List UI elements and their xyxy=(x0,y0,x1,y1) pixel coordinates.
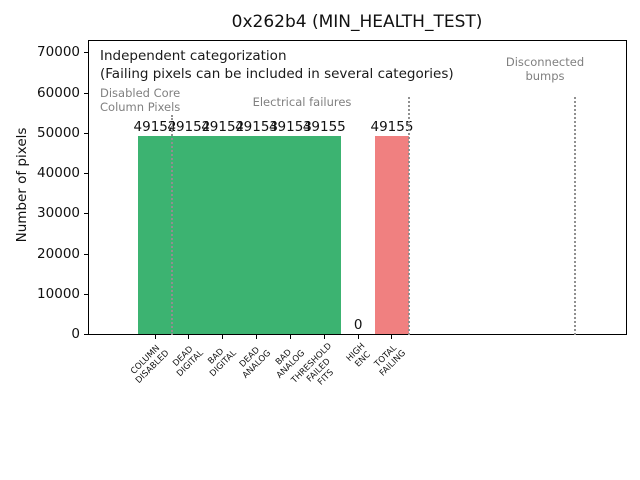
group-separator-dotted-line xyxy=(573,97,576,335)
bar-value-label: 49152 xyxy=(133,118,177,135)
plot-area xyxy=(88,40,627,335)
bar-value-label: 49153 xyxy=(235,118,279,135)
x-tick-mark xyxy=(289,335,291,339)
y-tick-label: 60000 xyxy=(37,84,80,101)
bar-value-label: 49152 xyxy=(201,118,245,135)
bar xyxy=(375,136,409,334)
x-tick-mark xyxy=(357,335,359,339)
bar-value-label: 49152 xyxy=(167,118,211,135)
y-tick-mark xyxy=(84,132,88,134)
x-tick-label: COLUMN DISABLED xyxy=(129,343,172,386)
y-tick-label: 50000 xyxy=(37,124,80,141)
group-separator-dotted-line xyxy=(407,97,410,335)
y-tick-mark xyxy=(84,253,88,255)
y-tick-label: 20000 xyxy=(37,245,80,262)
annotation-independent-categorization: Independent categorization xyxy=(100,48,287,64)
y-tick-label: 10000 xyxy=(37,285,80,302)
x-tick-mark xyxy=(154,335,156,339)
bar xyxy=(273,136,308,334)
y-tick-mark xyxy=(84,92,88,94)
bar xyxy=(307,136,342,334)
annotation-failing-pixels-note: (Failing pixels can be included in sever… xyxy=(100,66,454,82)
bar-value-label: 0 xyxy=(353,316,363,333)
y-tick-label: 70000 xyxy=(37,44,80,61)
y-axis-label: Number of pixels xyxy=(14,127,30,243)
x-tick-mark xyxy=(188,335,190,339)
y-tick-mark xyxy=(84,52,88,54)
group-label-disconnected-bumps: Disconnected bumps xyxy=(505,55,585,84)
bar xyxy=(239,136,274,334)
x-tick-label: HIGH ENC xyxy=(344,341,373,370)
y-tick-label: 40000 xyxy=(37,165,80,182)
bar xyxy=(171,136,206,334)
x-tick-label: BAD DIGITAL xyxy=(206,346,239,379)
chart-title: 0x262b4 (MIN_HEALTH_TEST) xyxy=(231,12,483,32)
bar xyxy=(138,136,172,334)
y-tick-mark xyxy=(84,173,88,175)
x-tick-label: TOTAL FAILING xyxy=(373,343,409,379)
bar xyxy=(205,136,240,334)
x-tick-mark xyxy=(323,335,325,339)
y-tick-mark xyxy=(84,293,88,295)
bar-value-label: 49153 xyxy=(268,118,312,135)
bar-value-label: 49155 xyxy=(302,118,346,135)
x-tick-label: DEAD ANALOG xyxy=(237,345,273,381)
y-tick-mark xyxy=(84,334,88,335)
x-tick-mark xyxy=(391,335,393,339)
group-label-disabled-core-column-pixels: Disabled Core Column Pixels xyxy=(100,86,181,115)
y-tick-label: 30000 xyxy=(37,205,80,222)
group-label-electrical-failures: Electrical failures xyxy=(252,95,352,109)
y-tick-mark xyxy=(84,213,88,215)
y-tick-label: 0 xyxy=(71,326,80,342)
x-tick-mark xyxy=(256,335,258,339)
bar-value-label: 49155 xyxy=(370,118,414,135)
x-tick-label: DEAD DIGITAL xyxy=(170,344,206,379)
x-tick-mark xyxy=(222,335,224,339)
group-separator-dotted-line xyxy=(170,115,173,335)
